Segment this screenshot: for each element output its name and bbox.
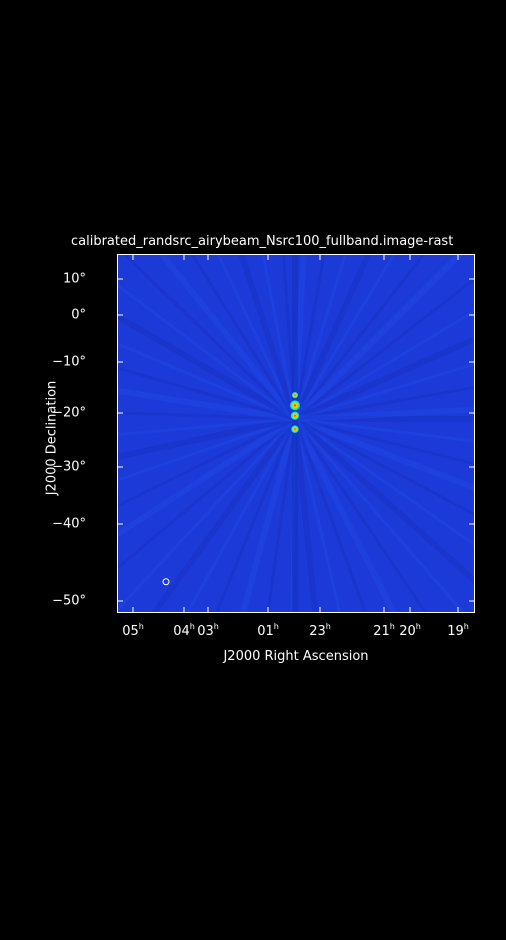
radio-source <box>291 391 299 399</box>
sidelobe-ray <box>292 203 506 422</box>
sidelobe-ray <box>293 146 506 420</box>
y-tick-label: −40° <box>52 516 86 532</box>
x-tick-label: 04h <box>173 622 195 639</box>
radio-source <box>290 411 300 421</box>
vertical-streak <box>292 254 298 613</box>
y-tick-label: −20° <box>52 405 86 421</box>
x-tick-label: 21h <box>373 622 395 639</box>
x-tick-label: 23h <box>309 622 331 639</box>
y-tick-label: −50° <box>52 593 86 609</box>
plot-frame <box>117 254 475 613</box>
y-tick-label: 0° <box>71 307 86 323</box>
radio-source <box>290 425 300 434</box>
x-axis-label: J2000 Right Ascension <box>223 649 369 664</box>
sky-image <box>0 0 506 839</box>
y-tick-label: −10° <box>52 354 86 370</box>
figure-title: calibrated_randsrc_airybeam_Nsrc100_full… <box>71 234 454 249</box>
beam-marker <box>162 578 170 586</box>
plot-area <box>0 0 506 839</box>
x-tick-label: 01h <box>257 622 279 639</box>
x-tick-label: 19h <box>447 622 469 639</box>
tick-marks <box>117 254 475 613</box>
sidelobe-ray <box>294 252 506 421</box>
sidelobe-ray <box>294 417 506 569</box>
radio-source <box>289 399 301 411</box>
y-tick-label: −30° <box>52 459 86 475</box>
y-axis-label: J2000 Declination <box>44 380 60 496</box>
y-tick-label: 10° <box>62 271 86 287</box>
x-tick-label: 05h <box>122 622 144 639</box>
sidelobe-ray <box>292 416 506 614</box>
sidelobe-ray <box>293 418 506 665</box>
x-tick-label: 03h <box>197 622 219 639</box>
source-group <box>289 391 301 434</box>
x-tick-label: 20h <box>399 622 421 639</box>
